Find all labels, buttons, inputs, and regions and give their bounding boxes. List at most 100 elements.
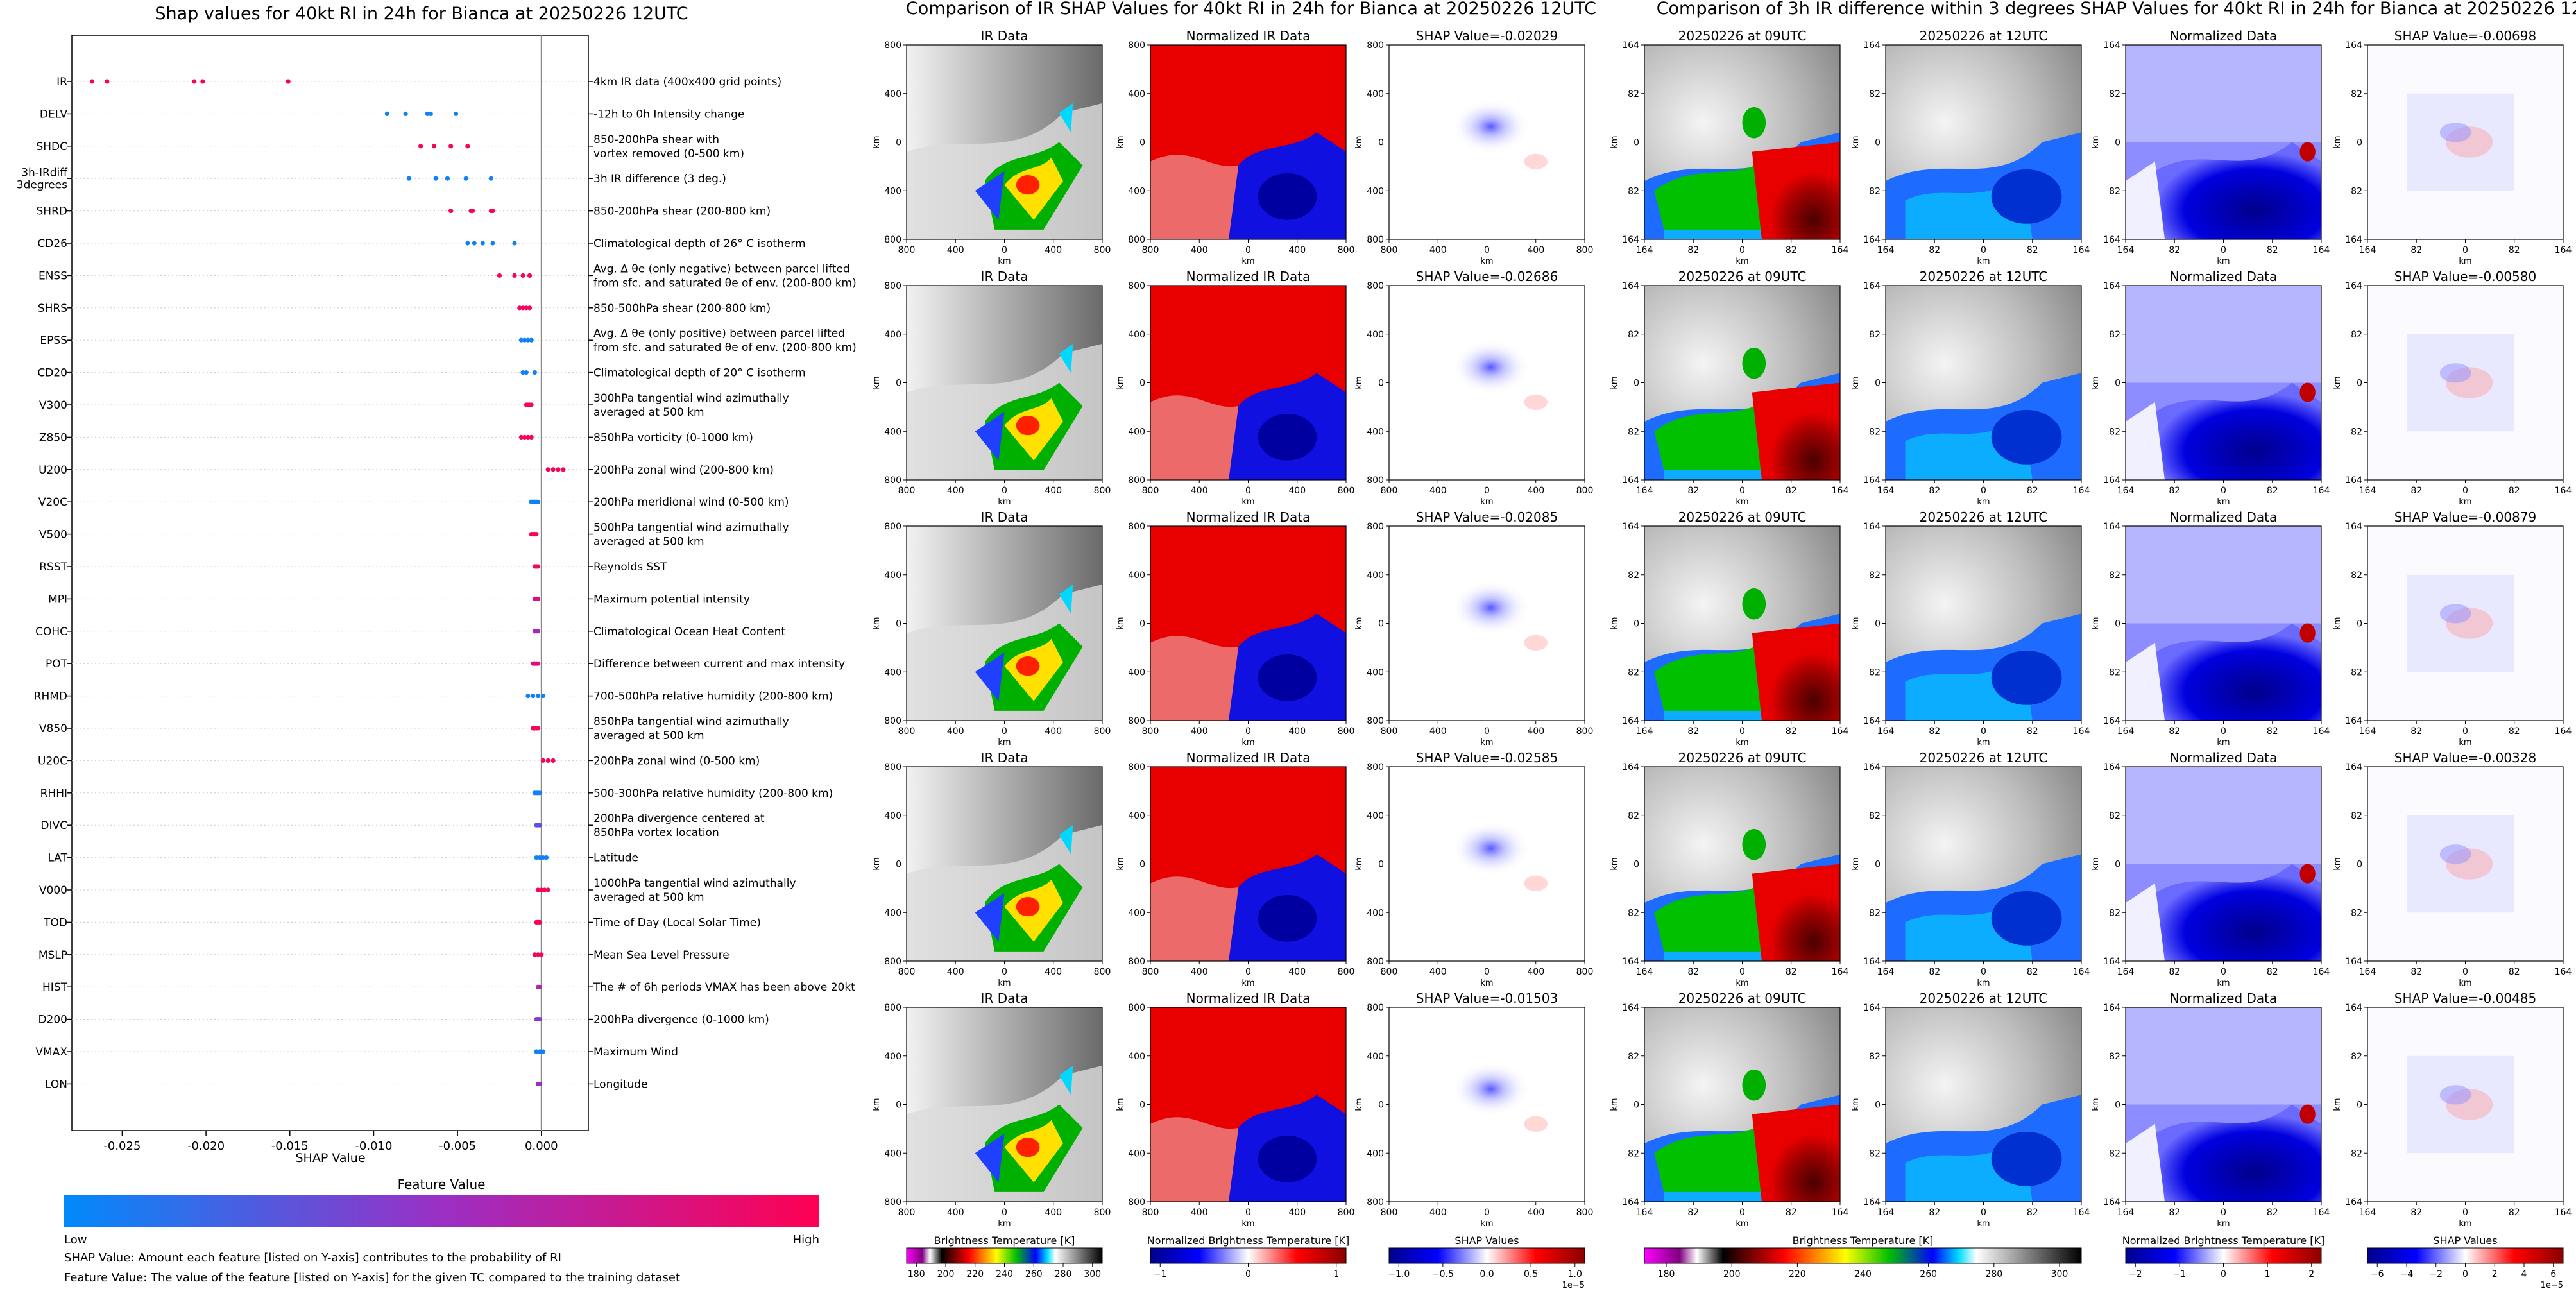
panel-y-tick-label: 400 [1367,427,1384,437]
shap-point [480,241,485,246]
panel-y-tick-label: 400 [1367,1052,1384,1062]
panel-y-tick-label: 82 [1628,908,1639,918]
panel-x-tick-label: 164 [2555,486,2572,496]
feature-description-label: Avg. Δ θe (only negative) between parcel… [593,262,850,275]
shap-point [433,176,438,181]
panel-x-axis-label: km [1977,497,1990,507]
panel-x-tick-label: 800 [1142,486,1159,496]
panel-y-tick-label: 82 [1628,89,1639,99]
panel-x-tick-label: 0 [1981,967,1986,977]
panel-y-tick-label: 0 [2357,860,2362,870]
feature-name-label: Z850 [39,431,67,444]
panel-title: 20250226 at 12UTC [1920,750,2048,765]
feature-description-label: 200hPa zonal wind (200-800 km) [593,464,774,477]
ir-convection-blue [975,892,1005,942]
panel-y-tick-label: 82 [2351,427,2362,437]
shap-point [535,499,541,504]
panel-x-axis-label: km [2459,497,2471,507]
panel-x-tick-label: 164 [2359,726,2376,737]
shapd-negative [2439,1085,2471,1105]
panel-y-tick-label: 82 [2351,1148,2362,1159]
panel-x-tick-label: 0 [1739,486,1745,496]
colorbar-tick-label: 0.0 [1480,1269,1494,1279]
panel-x-tick-label: 400 [947,245,964,255]
panel-title: 20250226 at 09UTC [1678,750,1807,765]
panel-x-tick-label: 164 [1877,726,1895,737]
panel-y-tick-label: 800 [884,475,901,486]
panel-x-axis-label: km [1480,257,1493,266]
feature-name-label: CD26 [37,237,67,250]
panel-x-tick-label: 0 [1981,1208,1986,1218]
panel-y-tick-label: 82 [2109,330,2120,340]
panel-y-tick-label: 400 [1128,330,1145,340]
panel-y-tick-label: 400 [1367,570,1384,581]
panel-x-tick-label: 164 [2117,245,2135,255]
panel-title: SHAP Value=-0.00698 [2394,28,2536,44]
panel-y-tick-label: 0 [2115,379,2120,389]
feature-colorbar [64,1195,819,1227]
shap-point [425,111,430,116]
panel-y-axis-label: km [1354,135,1364,148]
panel-x-axis-label: km [1480,978,1493,988]
panel-y-tick-label: 164 [1622,1003,1639,1013]
panel-y-tick-label: 400 [884,1052,901,1062]
colorbar-label: Brightness Temperature [K] [1793,1234,1934,1247]
panel-title: 20250226 at 12UTC [1920,509,2048,525]
colorbar-tick-label: 6 [2550,1269,2556,1279]
shap-point [522,434,527,440]
panel-x-tick-label: 164 [2073,726,2090,737]
panel-y-tick-label: 0 [2115,138,2120,148]
panel-x-tick-label: 800 [898,1208,916,1218]
norm-light-region [1150,395,1239,480]
colorbar-tick-label: 280 [1055,1269,1072,1279]
feature-name-label: HIST [42,981,68,994]
panel-x-tick-label: 400 [1288,486,1306,496]
panel-y-tick-label: 400 [884,89,901,99]
shap-point [534,855,539,860]
panel-y-tick-label: 800 [1128,522,1145,532]
panel-x-tick-label: 82 [2410,726,2422,737]
panel-x-tick-label: 164 [2073,967,2090,977]
panel-y-axis-label: km [2091,1098,2101,1111]
colorbar-tick-label: −6 [2371,1269,2384,1279]
panel-y-tick-label: 0 [1139,619,1145,629]
panel-y-tick-label: 400 [1367,330,1384,340]
panel-y-tick-label: 400 [884,570,901,581]
panel-x-tick-label: 164 [1832,486,1849,496]
panel-x-tick-label: 82 [1929,245,1940,255]
panel-y-tick-label: 800 [1367,762,1384,773]
shap-point [431,144,437,149]
feature-description-label: Mean Sea Level Pressure [593,949,729,962]
norm-deep-cold [1258,1135,1317,1182]
panel-y-tick-label: 82 [2109,186,2120,196]
panel-x-tick-label: 0 [2221,726,2226,737]
shap-point [89,79,94,84]
shap-point [525,694,531,699]
panel-x-tick-label: 164 [1832,726,1849,737]
panel-x-axis-label: km [1736,738,1748,747]
shap-negative-blob [1451,1061,1530,1116]
panel-x-tick-label: 164 [2359,245,2376,255]
panel-y-tick-label: 82 [2109,667,2120,678]
shap-point [534,1049,539,1054]
shap-point [544,855,549,860]
shap-positive-spot [1524,635,1548,651]
shap-point [524,305,529,311]
panel-x-axis-label: km [1241,1219,1254,1229]
panel-y-tick-label: 0 [1875,619,1881,629]
shap-point [539,952,544,957]
panel-y-tick-label: 400 [884,186,901,196]
colorbar [1150,1247,1347,1264]
panel-y-tick-label: 164 [1863,957,1881,967]
panel-x-axis-label: km [1480,1219,1493,1229]
shap-point [490,241,495,246]
panel-y-tick-label: 0 [2357,1100,2362,1111]
panel-x-tick-label: 800 [1094,967,1111,977]
panel-y-tick-label: 800 [1367,1003,1384,1013]
shap-point [522,337,527,343]
ir-convection-blue [975,411,1005,461]
panel-x-tick-label: 164 [2313,967,2330,977]
feature-name-label: MSLP [38,949,67,962]
